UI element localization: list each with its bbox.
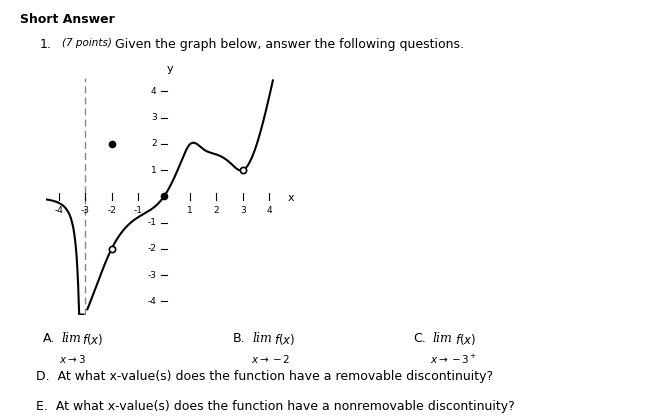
Text: 3: 3 — [151, 113, 157, 122]
Text: 2: 2 — [151, 140, 157, 148]
Text: $x \to 3$: $x \to 3$ — [59, 353, 86, 365]
Text: -4: -4 — [54, 206, 64, 215]
Text: $f(x)$: $f(x)$ — [455, 332, 476, 347]
Text: (7 points): (7 points) — [62, 38, 112, 48]
Text: C.: C. — [413, 332, 426, 345]
Text: Short Answer: Short Answer — [20, 13, 114, 25]
Text: $x \to -2$: $x \to -2$ — [251, 353, 291, 365]
Text: -1: -1 — [133, 206, 142, 215]
Text: lim: lim — [253, 332, 272, 345]
Text: -3: -3 — [81, 206, 90, 215]
Text: 2: 2 — [214, 206, 219, 215]
Text: 3: 3 — [240, 206, 245, 215]
Text: B.: B. — [233, 332, 245, 345]
Text: lim: lim — [433, 332, 453, 345]
Text: 4: 4 — [266, 206, 272, 215]
Text: 1: 1 — [188, 206, 193, 215]
Text: $x \to -3^+$: $x \to -3^+$ — [430, 353, 477, 366]
Text: -4: -4 — [148, 297, 157, 306]
Text: $f(x)$: $f(x)$ — [274, 332, 295, 347]
Text: Given the graph below, answer the following questions.: Given the graph below, answer the follow… — [115, 38, 464, 51]
Text: x: x — [287, 193, 294, 203]
Text: -2: -2 — [107, 206, 116, 215]
Text: E.  At what x-value(s) does the function have a nonremovable discontinuity?: E. At what x-value(s) does the function … — [36, 400, 515, 413]
Text: -3: -3 — [148, 271, 157, 280]
Text: 1: 1 — [151, 166, 157, 175]
Text: 1.: 1. — [39, 38, 51, 51]
Text: -1: -1 — [148, 218, 157, 227]
Text: D.  At what x-value(s) does the function have a removable discontinuity?: D. At what x-value(s) does the function … — [36, 370, 493, 383]
Text: $f(x)$: $f(x)$ — [82, 332, 103, 347]
Text: A.: A. — [43, 332, 55, 345]
Text: lim: lim — [61, 332, 81, 345]
Text: y: y — [167, 64, 174, 74]
Text: -2: -2 — [148, 245, 157, 253]
Text: 4: 4 — [151, 87, 157, 96]
